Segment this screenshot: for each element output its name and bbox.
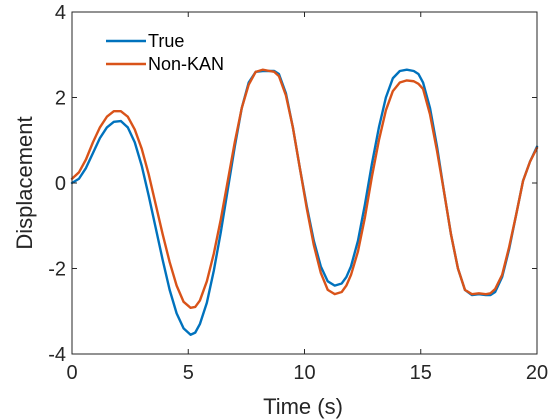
tick-labels: 0 5 10 15 20 -4 -2 0 2 4 bbox=[48, 2, 548, 384]
y-tick-label: 4 bbox=[55, 2, 66, 24]
y-axis-label: Displacement bbox=[12, 116, 37, 249]
y-tick-label: -2 bbox=[48, 259, 66, 281]
x-tick-label: 15 bbox=[410, 362, 432, 384]
legend-label-non-kan: Non-KAN bbox=[148, 54, 224, 74]
y-tick-label: -4 bbox=[48, 344, 66, 366]
series-layer bbox=[70, 68, 539, 336]
series-line-non-kan bbox=[70, 68, 539, 310]
legend: True Non-KAN bbox=[106, 31, 224, 74]
y-tick-label: 2 bbox=[55, 88, 66, 110]
x-tick-label: 10 bbox=[293, 362, 315, 384]
x-axis-label: Time (s) bbox=[263, 394, 343, 419]
x-tick-label: 0 bbox=[66, 362, 77, 384]
x-tick-label: 5 bbox=[183, 362, 194, 384]
x-tick-label: 20 bbox=[526, 362, 548, 384]
legend-label-true: True bbox=[148, 31, 184, 51]
y-tick-label: 0 bbox=[55, 173, 66, 195]
axes bbox=[71, 11, 538, 355]
